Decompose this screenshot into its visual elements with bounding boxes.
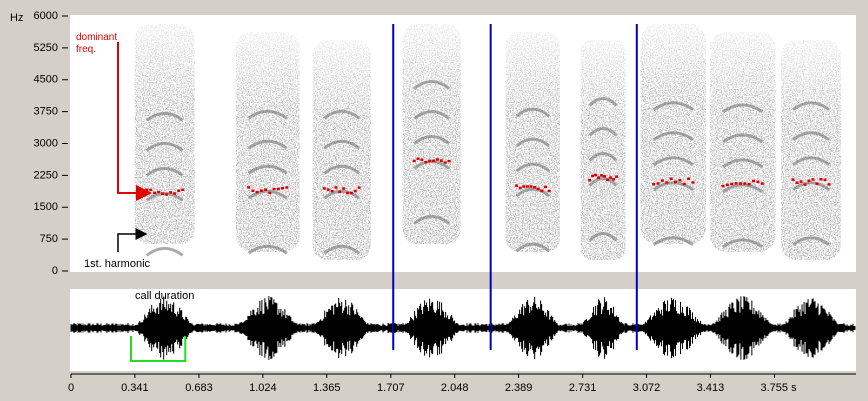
call-spectrum <box>134 24 195 244</box>
harmonic-band <box>247 189 288 200</box>
harmonic-band <box>323 164 361 175</box>
call-waveform <box>780 298 841 358</box>
call-spectrum <box>505 32 560 252</box>
call-waveform <box>134 296 195 360</box>
x-tick-label: 1.365 <box>313 382 341 394</box>
harmonic-band <box>413 215 451 225</box>
harmonic-band <box>323 189 361 200</box>
harmonic-band <box>247 109 288 120</box>
harmonic-band <box>652 156 694 166</box>
harmonic-arrow <box>117 228 148 252</box>
x-tick-label: 0.341 <box>121 382 149 394</box>
call-waveform <box>709 296 776 360</box>
x-tick-label: 3.413 <box>697 382 725 394</box>
y-tick-label: 0 <box>52 265 58 277</box>
harmonic-band <box>413 135 451 145</box>
harmonic-band <box>792 156 830 166</box>
call-spectrum <box>312 40 371 260</box>
harmonic-band <box>145 166 184 177</box>
y-tick-label: 3750 <box>34 106 58 118</box>
x-tick-label: 3.072 <box>633 382 661 394</box>
harmonic-band <box>247 164 288 175</box>
harmonic-band <box>588 97 618 107</box>
dominant-freq <box>791 177 831 186</box>
y-unit: Hz <box>10 12 23 24</box>
x-tick-label: 1.024 <box>249 382 277 394</box>
harmonic-band <box>247 244 288 255</box>
harmonic-band <box>515 137 551 148</box>
harmonic-band <box>413 110 451 120</box>
call-spectrum <box>709 32 776 252</box>
call-waveform <box>580 297 626 359</box>
harmonic-band <box>323 244 361 255</box>
harmonic-band <box>792 131 830 141</box>
harmonic-band <box>722 158 764 169</box>
harmonic-band <box>515 107 551 118</box>
dominant-label: dominant freq. <box>76 32 118 55</box>
y-tick-label: 2250 <box>34 169 58 181</box>
harmonic-band <box>792 236 830 246</box>
x-tick-label: 1.707 <box>377 382 405 394</box>
x-tick-label: 2.389 <box>505 382 533 394</box>
harmonic-band <box>792 181 830 191</box>
call-waveform <box>312 298 372 358</box>
harmonic-band <box>792 101 830 111</box>
harmonic-band <box>722 133 764 144</box>
dominant-freq <box>322 186 361 195</box>
harmonic-band <box>145 246 184 257</box>
y-tick-label: 3000 <box>34 137 58 149</box>
harmonic-band <box>515 187 551 198</box>
harmonic-band <box>722 183 764 194</box>
harmonic-band <box>652 131 694 141</box>
harmonic-band <box>652 181 694 191</box>
x-tick-label: 2.731 <box>569 382 597 394</box>
harmonic-band <box>588 177 618 187</box>
harmonic-band <box>515 242 551 253</box>
x-tick-label: 0 <box>68 382 74 394</box>
harmonic-band <box>413 160 451 170</box>
harmonic-band <box>145 111 184 122</box>
call-spectrum <box>781 40 842 260</box>
harmonic-band <box>722 103 764 114</box>
dominant-freq <box>247 186 289 195</box>
y-tick-label: 4500 <box>34 74 58 86</box>
harmonic-label: 1st. harmonic <box>84 258 151 270</box>
call-waveform <box>640 297 707 359</box>
harmonic-band <box>588 127 618 137</box>
harmonic-band <box>588 232 618 242</box>
harmonic-band <box>247 139 288 150</box>
dominant-freq <box>721 179 764 188</box>
call-waveform <box>402 298 462 358</box>
harmonic-band <box>413 80 451 90</box>
dominant-freq <box>515 184 551 193</box>
call-spectrum <box>402 24 461 244</box>
x-tick-label: 0.683 <box>185 382 213 394</box>
x-tick-label: 3.755 s <box>761 382 798 394</box>
dominant-arrow <box>117 42 152 201</box>
harmonic-band <box>652 101 694 111</box>
dominant-freq <box>652 177 695 186</box>
call-waveform <box>505 296 561 360</box>
dominant-freq <box>588 173 619 182</box>
y-tick-label: 1500 <box>34 201 58 213</box>
y-tick-label: 5250 <box>34 42 58 54</box>
harmonic-band <box>323 109 361 120</box>
call-duration-bracket <box>129 336 187 362</box>
harmonic-band <box>145 141 184 152</box>
call-waveform <box>235 296 300 360</box>
harmonic-band <box>722 238 764 249</box>
y-tick-label: 750 <box>40 233 58 245</box>
harmonic-band <box>323 139 361 150</box>
x-tick-label: 2.048 <box>441 382 469 394</box>
harmonic-band <box>515 162 551 173</box>
y-tick-label: 6000 <box>34 10 58 22</box>
call-spectrum <box>580 40 626 260</box>
dominant-freq <box>412 157 451 164</box>
harmonic-band <box>588 152 618 162</box>
call-duration-label: call duration <box>135 290 194 302</box>
harmonic-band <box>652 236 694 246</box>
